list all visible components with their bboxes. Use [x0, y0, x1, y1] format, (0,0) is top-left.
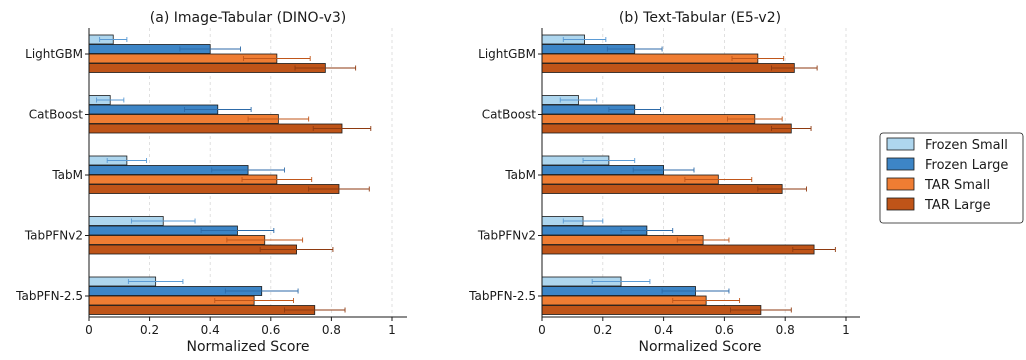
x-tick-label: 0.2 [593, 323, 612, 337]
bar-tar-large [541, 244, 815, 255]
legend: Frozen Small Frozen Large TAR Small TAR Lar… [879, 132, 1024, 224]
bar-tar-large [541, 184, 783, 194]
legend-frame [879, 132, 1024, 224]
x-tick-label: 0.8 [322, 323, 341, 337]
legend-label: TAR Large [924, 198, 991, 213]
bar-tar-small [541, 53, 759, 64]
x-tick-label: 1 [842, 323, 850, 337]
bar-tar-large [88, 305, 316, 315]
bar-tar-large [541, 123, 792, 134]
x-tick-label: 0.4 [201, 323, 220, 337]
bar-tar-large [541, 305, 762, 315]
x-tick-label: 0.2 [140, 323, 159, 337]
bar-tar-large [88, 63, 326, 73]
chart-title: (a) Image-Tabular (DINO-v3) [150, 10, 346, 26]
x-tick-label: 0.8 [776, 323, 795, 337]
category-label: TabPFN-2.5 [468, 289, 536, 303]
x-tick-label: 0.4 [654, 323, 673, 337]
category-label: TabPFN-2.5 [15, 289, 83, 303]
legend-swatch [886, 177, 915, 191]
bar-tar-large [541, 63, 795, 73]
legend-label: Frozen Small [925, 138, 1008, 153]
category-label: CatBoost [482, 108, 537, 122]
legend-label: TAR Small [924, 178, 990, 193]
category-label: TabPFNv2 [24, 229, 83, 243]
bar-tar-small [541, 114, 756, 124]
x-tick-label: 0.6 [261, 323, 280, 337]
panel-image-tabular: (a) Image-Tabular (DINO-v3) LightGBM CatBo… [15, 10, 407, 355]
x-axis-label: Normalized Score [186, 339, 309, 355]
x-tick-label: 0 [85, 323, 93, 337]
bar-tar-large [88, 184, 340, 194]
category-label: LightGBM [25, 47, 83, 61]
category-label: TabM [504, 168, 536, 182]
legend-swatch [886, 197, 915, 211]
category-label: CatBoost [29, 108, 84, 122]
category-label: TabPFNv2 [477, 229, 536, 243]
category-label: LightGBM [478, 47, 536, 61]
legend-swatch [886, 137, 915, 151]
bar-tar-large [88, 123, 343, 134]
x-tick-label: 1 [388, 323, 396, 337]
chart-title: (b) Text-Tabular (E5-v2) [619, 10, 781, 26]
legend-swatch [886, 157, 915, 171]
x-tick-label: 0 [538, 323, 546, 337]
x-tick-label: 0.6 [715, 323, 734, 337]
category-label: TabM [51, 168, 83, 182]
panel-text-tabular: (b) Text-Tabular (E5-v2) LightGBM CatBoost… [468, 10, 860, 355]
legend-label: Frozen Large [925, 158, 1008, 173]
x-axis-label: Normalized Score [638, 339, 761, 355]
